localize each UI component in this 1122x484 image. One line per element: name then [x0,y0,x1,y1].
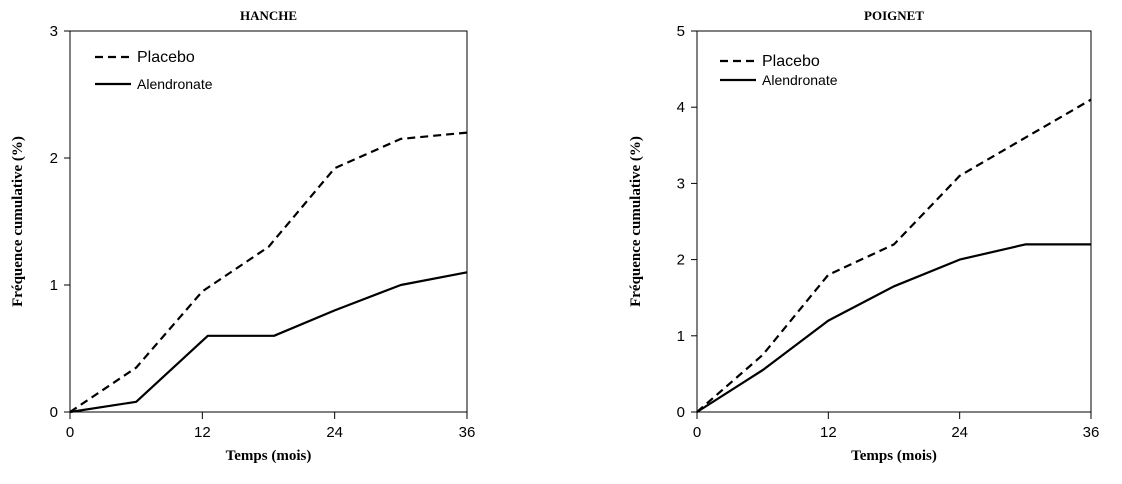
panel-2-legend-label-alendronate: Alendronate [762,72,838,88]
panel-1-x-axis-label: Temps (mois) [226,448,312,464]
panel-2-y-tick-label: 5 [677,23,685,40]
panel-2-y-tick-label: 3 [677,175,685,192]
panel-1-plot-frame [69,30,468,413]
panel-2-y-tick-label: 1 [677,328,685,345]
panel-2-x-tick-label: 36 [1083,424,1100,441]
panel-2-x-tick-label: 12 [820,424,837,441]
panel-1-title: HANCHE [240,8,297,23]
panel-1-series-alendronate-line [69,271,468,414]
panel-2-y-tick-label: 2 [677,252,685,269]
panel-1-x-tick-label: 36 [459,424,476,441]
panel-1-y-axis-label: Fréquence cumulative (%) [10,136,26,307]
panel-1-x-tick-label: 24 [326,424,343,441]
panel-2-y-tick-label: 4 [677,99,685,116]
panel-2-series-placebo-line [696,98,1092,413]
panel-1-y-tick-label: 2 [50,150,58,167]
panel-2-y-tick-label: 0 [677,404,685,421]
panel-1-legend: Placebo Alendronate [95,49,213,92]
panel-2-series-alendronate-line [696,243,1091,413]
panel-2-x-tick-label: 24 [951,424,968,441]
panel-2-plot-frame [696,30,1092,413]
panel-2-title: POIGNET [864,8,924,23]
panel-2-y-axis-label: Fréquence cumulative (%) [628,136,644,307]
panel-1-y-tick-label: 0 [50,404,58,421]
panel-1-series-placebo-line [69,131,468,413]
panel-2-x-axis-label: Temps (mois) [851,448,937,464]
panel-2-legend-label-placebo: Placebo [762,53,820,70]
panel-1-legend-label-placebo: Placebo [137,49,195,66]
panel-1-x-tick-label: 12 [194,424,211,441]
panel-2-legend: Placebo Alendronate [720,53,838,88]
panel-1-y-tick-label: 1 [50,277,58,294]
panel-1-legend-label-alendronate: Alendronate [137,76,213,92]
panel-1-y-tick-label: 3 [50,23,58,40]
panel-1-x-tick-label: 0 [66,424,74,441]
panel-2-x-tick-label: 0 [693,424,701,441]
